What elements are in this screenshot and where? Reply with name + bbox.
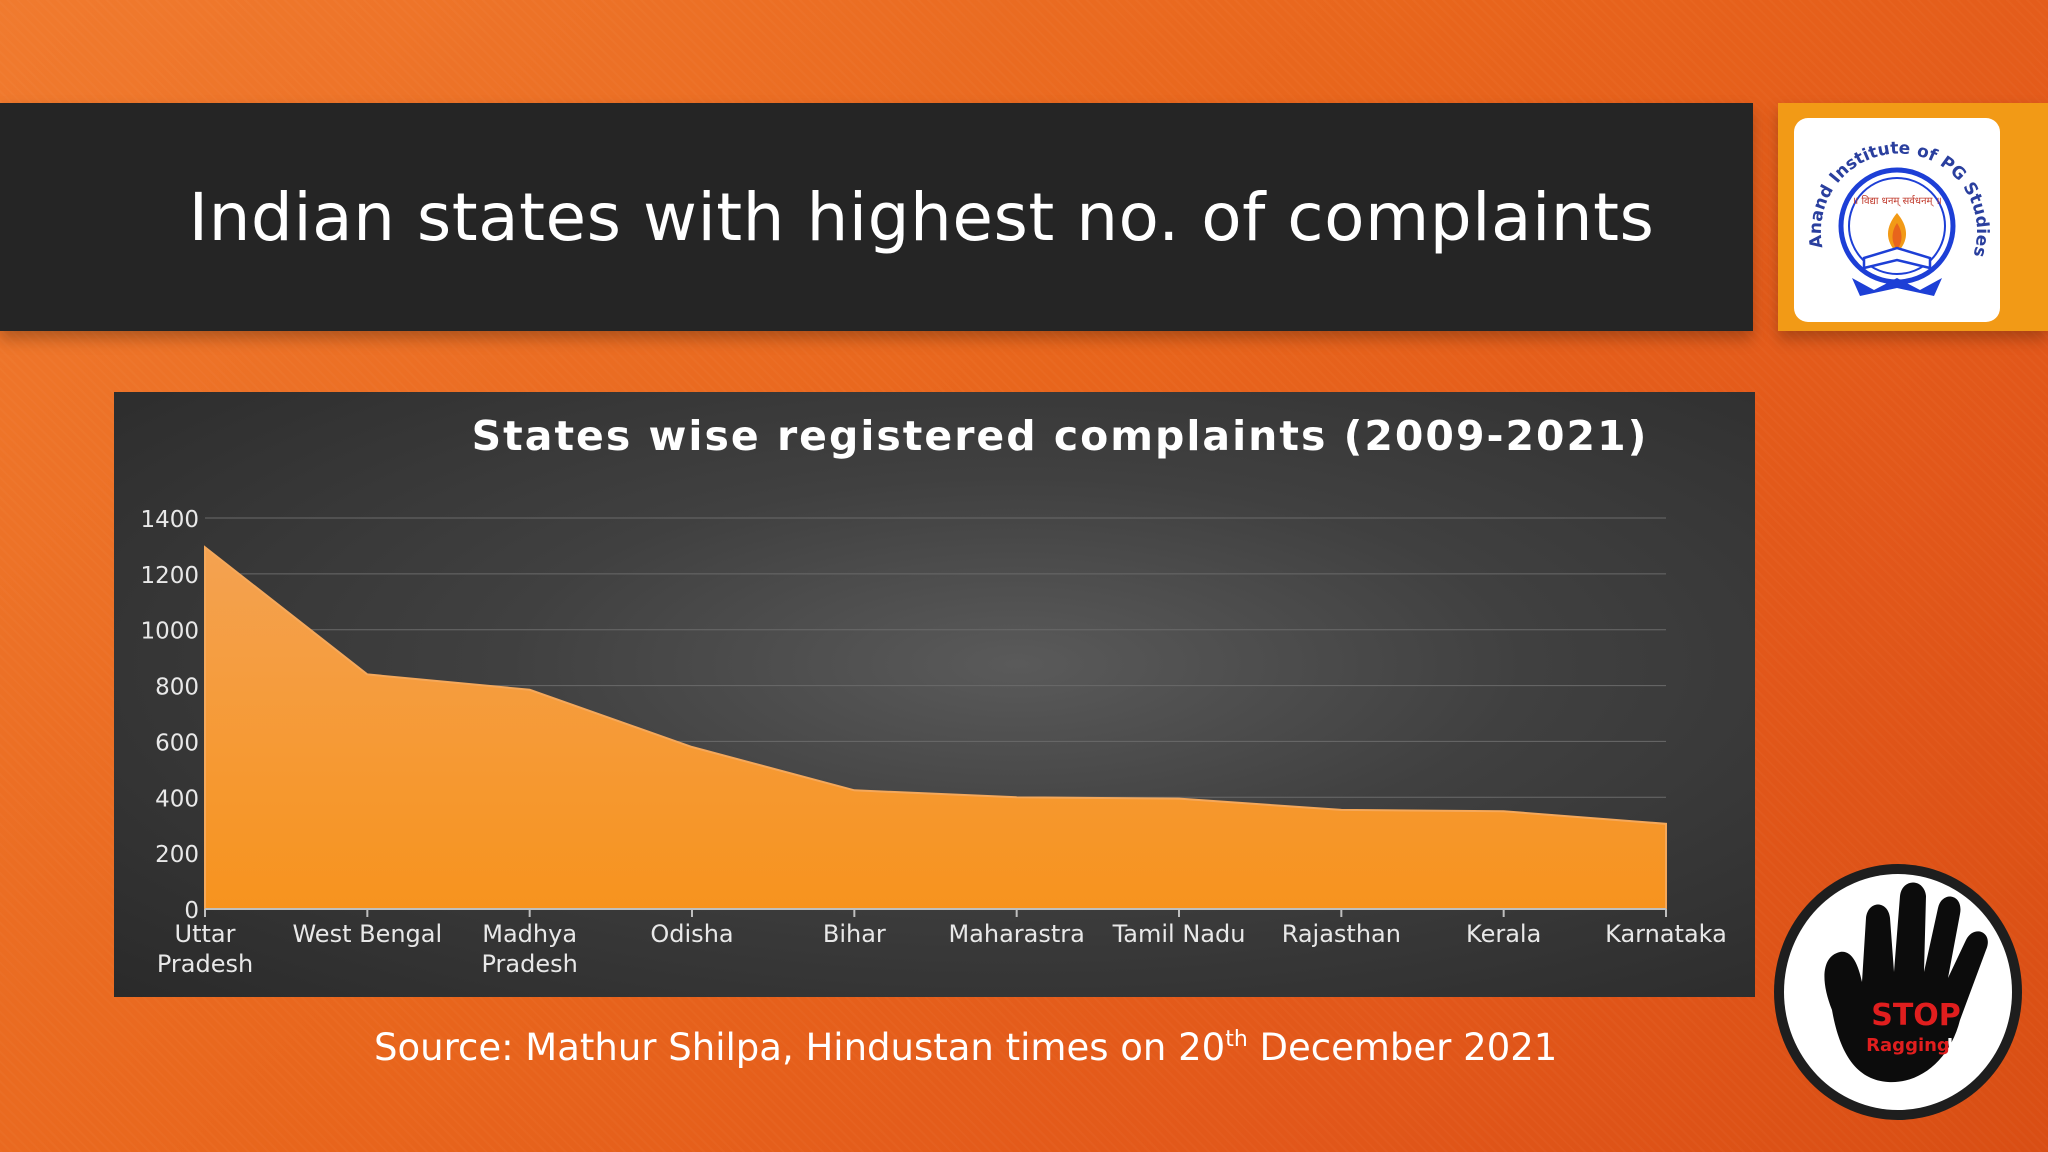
institute-logo: Anand Institute of PG Studies in Arts ॥ … (1787, 103, 1992, 296)
title-band (0, 103, 1753, 331)
y-tick-label: 1400 (140, 507, 199, 533)
y-tick-label: 1000 (140, 619, 199, 645)
y-tick-label: 800 (155, 675, 199, 701)
x-tick-label: Kerala (1466, 920, 1541, 948)
logo-book-icon (1862, 246, 1932, 270)
y-tick-label: 1200 (140, 563, 199, 589)
logo-motto: ॥ विद्या धनम् सर्वधनम् ॥ (1852, 195, 1941, 207)
logo-flame-core-icon (1892, 223, 1902, 250)
y-tick-label: 600 (155, 730, 199, 756)
y-axis: 0 200 400 600 800 1000 1200 1400 (140, 507, 199, 924)
x-tick-label: Karnataka (1605, 920, 1727, 948)
badge-exclaim-text: ! (1946, 1035, 1954, 1056)
x-tick-label: Rajasthan (1282, 920, 1401, 948)
institute-logo-card: Anand Institute of PG Studies in Arts ॥ … (1787, 103, 2000, 322)
area-chart: States wise registered complaints (2009-… (140, 412, 1727, 978)
x-tick-label: Madhya Pradesh (481, 920, 577, 978)
y-tick-label: 200 (155, 842, 199, 868)
x-tick-label: Tamil Nadu (1112, 920, 1246, 948)
source-suffix: December 2021 (1247, 1026, 1558, 1069)
x-tick-label: Odisha (650, 920, 733, 948)
stop-ragging-badge: STOP Ragging ! (1774, 864, 2022, 1120)
badge-ragging-text: Ragging (1866, 1035, 1950, 1056)
logo-ribbon-icon (1852, 278, 1942, 296)
x-axis: Uttar Pradesh West Bengal Madhya Pradesh Odis… (157, 909, 1727, 978)
chart-title: States wise registered complaints (2009-… (472, 412, 1649, 460)
raised-hand-icon (1824, 882, 1988, 1083)
x-tick-label: Bihar (823, 920, 886, 948)
source-citation: Source: Mathur Shilpa, Hindustan times o… (374, 1026, 1557, 1069)
source-superscript: th (1225, 1027, 1248, 1052)
series-area (204, 545, 1667, 910)
y-tick-label: 0 (184, 898, 199, 924)
x-tick-label: Uttar Pradesh (157, 920, 253, 978)
slide-title: Indian states with highest no. of compla… (188, 178, 1655, 256)
y-tick-label: 400 (155, 786, 199, 812)
source-prefix: Source: Mathur Shilpa, Hindustan times o… (374, 1026, 1226, 1069)
logo-inner-ring-icon (1848, 177, 1946, 275)
x-tick-label: West Bengal (292, 920, 442, 948)
x-tick-label: Maharastra (948, 920, 1084, 948)
badge-stop-text: STOP (1871, 998, 1961, 1033)
